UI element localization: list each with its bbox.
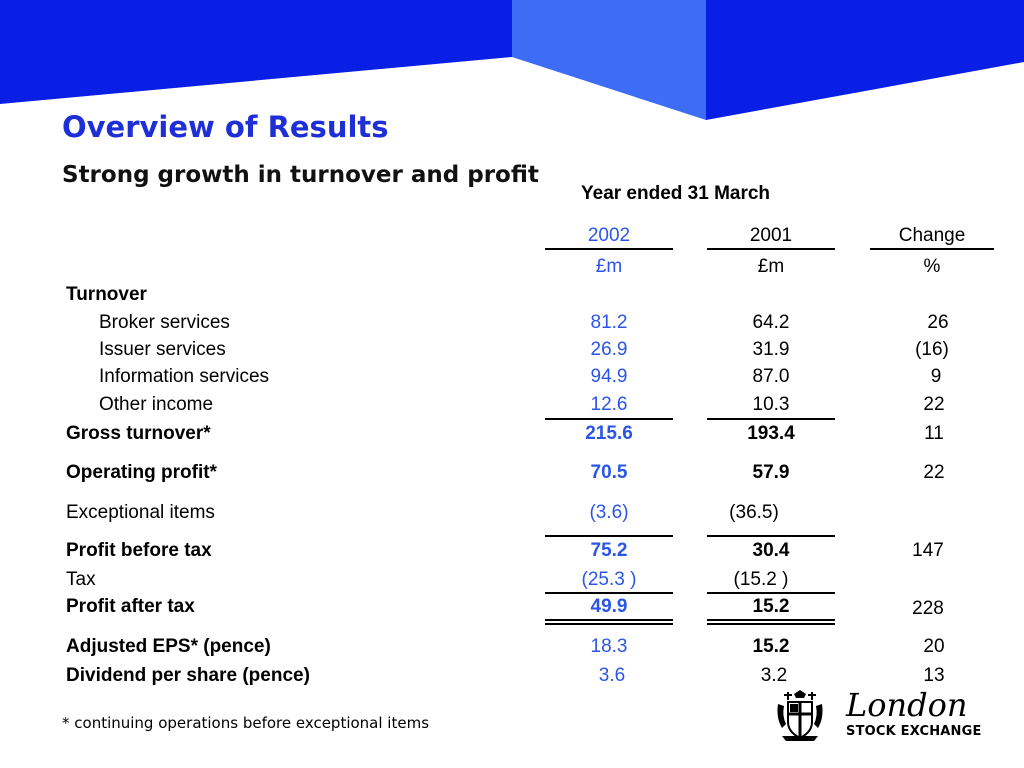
logo-subtitle: STOCK EXCHANGE [846, 724, 982, 739]
value-tax-2001: (15.2 ) [733, 569, 789, 590]
unit-change: % [923, 256, 941, 277]
period-heading: Year ended 31 March [581, 183, 771, 204]
value-issuer-2001: 31.9 [752, 339, 790, 360]
column-header-change: Change [898, 225, 966, 246]
pat-rule-2001 [707, 592, 835, 594]
row-label-exceptional: Exceptional items [66, 502, 215, 523]
value-dividend-2001: 3.2 [760, 665, 788, 686]
value-information-change: 9 [930, 366, 942, 387]
value-pbt-2001: 30.4 [752, 540, 790, 561]
unit-2002: £m [595, 256, 623, 277]
value-other-2002: 12.6 [590, 394, 628, 415]
pat-rule-2002 [545, 592, 673, 594]
header-banner [0, 0, 1024, 120]
row-label-broker: Broker services [99, 312, 230, 333]
row-label-eps: Adjusted EPS* (pence) [66, 636, 271, 657]
value-pat-2002: 49.9 [590, 596, 628, 617]
lse-logo: London STOCK EXCHANGE [774, 686, 998, 744]
value-broker-2001: 64.2 [752, 312, 790, 333]
value-eps-change: 20 [923, 636, 945, 657]
value-pbt-change: 147 [912, 540, 944, 561]
value-pat-2001: 15.2 [752, 596, 790, 617]
banner-middle-panel [512, 0, 706, 120]
subtotal-rule-2001 [707, 418, 835, 420]
banner-right-panel [706, 0, 1024, 120]
value-dividend-change: 13 [923, 665, 945, 686]
row-label-tax: Tax [66, 569, 96, 590]
row-label-gross: Gross turnover* [66, 423, 211, 444]
total-rule-top-2001 [707, 619, 835, 621]
value-exceptional-2002: (3.6) [589, 502, 629, 523]
row-label-pbt: Profit before tax [66, 540, 212, 561]
value-other-change: 22 [923, 394, 945, 415]
value-pat-change: 228 [912, 598, 944, 619]
pbt-rule-2001 [707, 535, 835, 537]
total-rule-top-2002 [545, 619, 673, 621]
row-label-issuer: Issuer services [99, 339, 226, 360]
value-eps-2002: 18.3 [590, 636, 628, 657]
value-other-2001: 10.3 [752, 394, 790, 415]
header-underline-change [870, 248, 994, 250]
column-header-2001: 2001 [749, 225, 793, 246]
value-issuer-2002: 26.9 [590, 339, 628, 360]
total-rule-bottom-2001 [707, 623, 835, 625]
value-information-2002: 94.9 [590, 366, 628, 387]
value-gross-change: 11 [924, 423, 944, 444]
value-dividend-2002: 3.6 [598, 665, 626, 686]
slide-title: Overview of Results [62, 110, 389, 144]
value-operating-2001: 57.9 [752, 462, 790, 483]
banner-left-panel [0, 0, 512, 104]
value-gross-2001: 193.4 [747, 423, 795, 444]
value-eps-2001: 15.2 [752, 636, 790, 657]
header-underline-2001 [707, 248, 835, 250]
unit-2001: £m [757, 256, 785, 277]
slide-subtitle: Strong growth in turnover and profit [62, 162, 539, 188]
row-label-other: Other income [99, 394, 214, 415]
row-label-pat: Profit after tax [66, 596, 195, 617]
value-gross-2002: 215.6 [585, 423, 633, 444]
header-underline-2002 [545, 248, 673, 250]
value-exceptional-2001: (36.5) [729, 502, 779, 523]
pbt-rule-2002 [545, 535, 673, 537]
total-rule-bottom-2002 [545, 623, 673, 625]
row-label-information: Information services [99, 366, 270, 387]
row-label-dividend: Dividend per share (pence) [66, 665, 310, 686]
footnote: * continuing operations before exception… [62, 714, 430, 732]
value-pbt-2002: 75.2 [590, 540, 628, 561]
row-label-turnover: Turnover [66, 284, 147, 305]
logo-wordmark: London [846, 686, 968, 724]
value-operating-change: 22 [923, 462, 945, 483]
value-issuer-change: (16) [915, 339, 949, 360]
row-label-operating: Operating profit* [66, 462, 217, 483]
subtotal-rule-2002 [545, 418, 673, 420]
value-information-2001: 87.0 [752, 366, 790, 387]
crest-icon [777, 690, 823, 741]
value-operating-2002: 70.5 [590, 462, 628, 483]
column-header-2002: 2002 [587, 225, 631, 246]
value-tax-2002: (25.3 ) [581, 569, 637, 590]
value-broker-2002: 81.2 [590, 312, 628, 333]
value-broker-change: 26 [927, 312, 949, 333]
